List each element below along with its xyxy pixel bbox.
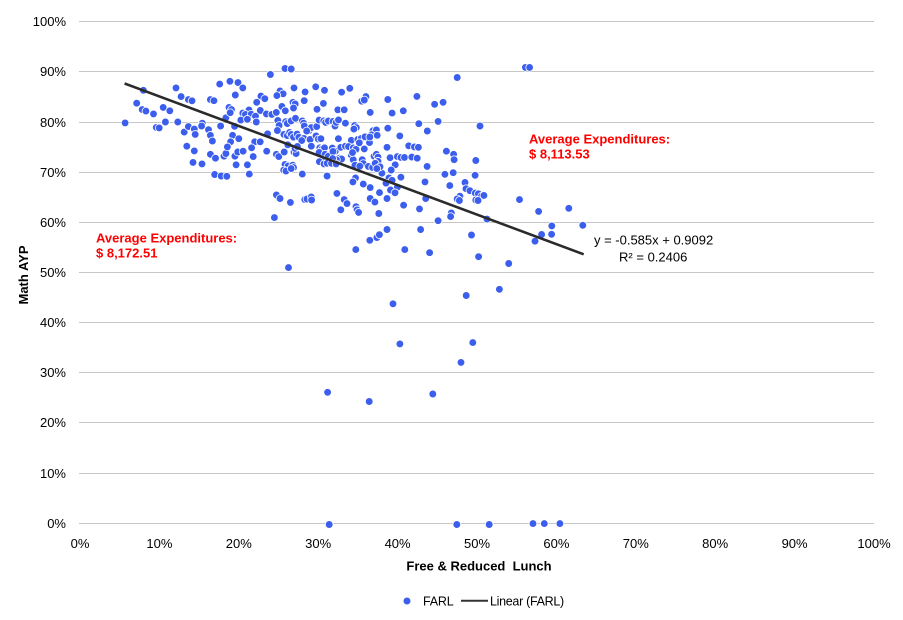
svg-text:80%: 80% [40, 115, 66, 130]
svg-text:0%: 0% [47, 516, 66, 531]
svg-text:R² = 0.2406: R² = 0.2406 [619, 250, 687, 265]
svg-text:60%: 60% [543, 536, 569, 551]
svg-text:$ 8,172.51: $ 8,172.51 [96, 246, 157, 261]
svg-text:Average Expenditures:: Average Expenditures: [529, 132, 670, 147]
svg-text:90%: 90% [40, 64, 66, 79]
svg-text:80%: 80% [702, 536, 728, 551]
svg-text:y = -0.585x + 0.9092: y = -0.585x + 0.9092 [594, 233, 713, 248]
svg-text:10%: 10% [146, 536, 172, 551]
svg-text:40%: 40% [40, 315, 66, 330]
svg-text:70%: 70% [40, 165, 66, 180]
svg-text:Free & Reduced Lunch: Free & Reduced Lunch [406, 559, 551, 574]
svg-text:Average Expenditures:: Average Expenditures: [96, 231, 237, 246]
svg-text:10%: 10% [40, 466, 66, 481]
svg-text:20%: 20% [40, 415, 66, 430]
svg-text:40%: 40% [385, 536, 411, 551]
svg-text:FARL: FARL [423, 595, 454, 609]
svg-text:50%: 50% [464, 536, 490, 551]
svg-text:0%: 0% [71, 536, 90, 551]
svg-text:100%: 100% [857, 536, 891, 551]
svg-text:30%: 30% [305, 536, 331, 551]
svg-text:50%: 50% [40, 265, 66, 280]
svg-text:Math AYP: Math AYP [16, 245, 31, 304]
svg-text:90%: 90% [782, 536, 808, 551]
svg-text:20%: 20% [226, 536, 252, 551]
svg-text:60%: 60% [40, 215, 66, 230]
svg-text:$ 8,113.53: $ 8,113.53 [529, 147, 590, 162]
svg-text:100%: 100% [33, 14, 67, 29]
svg-text:Linear (FARL): Linear (FARL) [490, 595, 564, 609]
svg-text:30%: 30% [40, 365, 66, 380]
svg-text:70%: 70% [623, 536, 649, 551]
